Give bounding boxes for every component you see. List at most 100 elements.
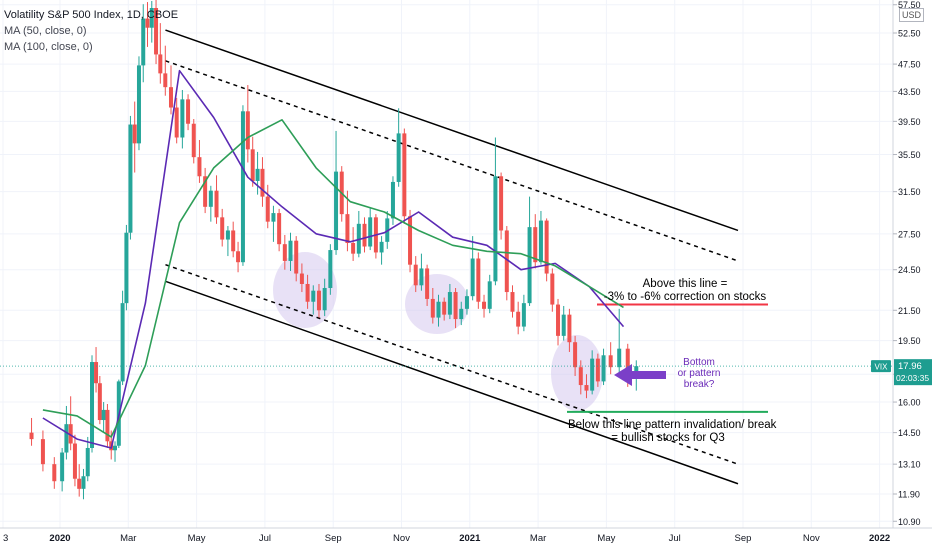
candle-body <box>442 301 447 315</box>
y-tick-label: 10.90 <box>898 517 921 527</box>
y-tick-label: 35.50 <box>898 150 921 160</box>
below-line-annotation: Below this line pattern invalidation/ br… <box>568 419 777 445</box>
price-tag-value: 17.96 <box>898 361 922 372</box>
candle-body <box>322 287 327 311</box>
candle-body <box>220 217 225 240</box>
above-line-text-2: -3% to -6% correction on stocks <box>603 291 767 303</box>
y-tick-label: 16.00 <box>898 398 921 408</box>
candle-body <box>158 54 163 74</box>
candle-body <box>316 290 321 311</box>
y-tick-label: 43.50 <box>898 87 921 97</box>
x-tick-label: Mar <box>120 533 136 544</box>
candle-body <box>271 213 276 222</box>
y-tick-label: 11.90 <box>898 490 920 500</box>
price-tag-countdown: 02:03:35 <box>896 373 929 383</box>
horizontal-levels <box>567 303 768 413</box>
candle-body <box>402 133 407 217</box>
x-tick-label: 2020 <box>49 533 70 544</box>
candle-body <box>464 296 469 309</box>
candle-body <box>225 230 230 240</box>
candle-body <box>141 18 146 66</box>
candle-body <box>101 409 106 421</box>
candle-body <box>345 214 350 244</box>
candle-body <box>413 264 418 286</box>
moving-averages <box>42 69 625 449</box>
candle-body <box>124 232 129 304</box>
candles <box>29 0 639 500</box>
x-tick-label: May <box>188 533 206 544</box>
candle-body <box>595 358 600 382</box>
candle-body <box>311 290 316 302</box>
x-tick-label: May <box>597 533 615 544</box>
candle-body <box>510 292 515 312</box>
candle-body <box>476 258 481 302</box>
y-tick-label: 14.50 <box>898 428 921 438</box>
candle-body <box>94 362 99 384</box>
candle-body <box>197 157 202 177</box>
candle-body <box>487 281 492 309</box>
candle-body <box>132 124 137 144</box>
y-tick-label: 47.50 <box>898 60 921 70</box>
candle-body <box>277 213 282 245</box>
candle-body <box>499 176 504 231</box>
y-tick-label: 19.50 <box>898 336 921 346</box>
ma50-line <box>42 69 625 449</box>
bottom-note-text-2: or pattern <box>677 368 721 379</box>
candle-body <box>299 273 304 284</box>
candle-body <box>81 476 86 489</box>
solid-channel-line <box>165 280 739 485</box>
ma100-legend[interactable]: MA (100, close, 0) <box>4 41 93 53</box>
below-line-text-2: = bullish stocks for Q3 <box>611 432 725 444</box>
candle-body <box>578 367 583 386</box>
below-line-text-1: Below this line pattern invalidation/ br… <box>568 419 777 431</box>
left-arrow-icon <box>614 364 666 386</box>
channel-lines <box>165 29 739 485</box>
candle-body <box>174 107 179 138</box>
candle-body <box>236 251 241 263</box>
above-line-text-1: Above this line = <box>642 278 728 290</box>
candle-body <box>573 342 578 368</box>
candle-body <box>419 268 424 286</box>
candle-body <box>168 87 173 108</box>
candle-body <box>567 314 572 343</box>
ma50-legend[interactable]: MA (50, close, 0) <box>4 25 87 37</box>
x-axis[interactable]: 3 2020 Mar May Jul Sep Nov 2021 Mar May Jul Sep Nov 2… <box>0 527 932 544</box>
bottom-highlight <box>273 252 337 328</box>
dashed-channel-line <box>165 60 739 262</box>
candle-body <box>617 348 622 368</box>
candle-body <box>550 273 555 305</box>
candle-body <box>90 362 95 448</box>
y-axis[interactable]: 57.50 52.50 47.50 43.50 39.50 35.50 31.50 27.50… <box>892 0 921 528</box>
candle-body <box>305 283 310 302</box>
arrow-annotation <box>614 364 666 386</box>
y-tick-label: 39.50 <box>898 117 921 127</box>
grid <box>0 0 893 528</box>
candle-body <box>625 348 630 376</box>
symbol-tag <box>871 360 891 373</box>
candle-body <box>482 301 487 309</box>
candle-body <box>231 230 236 252</box>
candle-body <box>52 464 57 482</box>
candle-body <box>136 65 141 144</box>
candle-body <box>240 111 245 263</box>
candle-body <box>561 314 566 336</box>
candle-body <box>521 303 526 327</box>
y-tick-label: 57.50 <box>898 0 921 10</box>
candle-body <box>128 124 133 233</box>
candle-body <box>113 445 118 451</box>
candle-body <box>544 220 549 274</box>
currency-badge[interactable]: USD <box>898 8 924 22</box>
candle-body <box>396 133 401 182</box>
x-tick-label: 3 <box>3 533 8 544</box>
x-tick-label: Mar <box>530 533 546 544</box>
chart-title[interactable]: Volatility S&P 500 Index, 1D, CBOE <box>4 9 179 21</box>
candle-body <box>208 190 213 207</box>
x-tick-label: Jul <box>669 533 681 544</box>
candle-body <box>97 383 102 421</box>
y-tick-label: 21.50 <box>898 306 921 316</box>
candle-body <box>203 176 208 207</box>
candle-body <box>29 432 34 440</box>
solid-channel-line <box>165 29 739 232</box>
